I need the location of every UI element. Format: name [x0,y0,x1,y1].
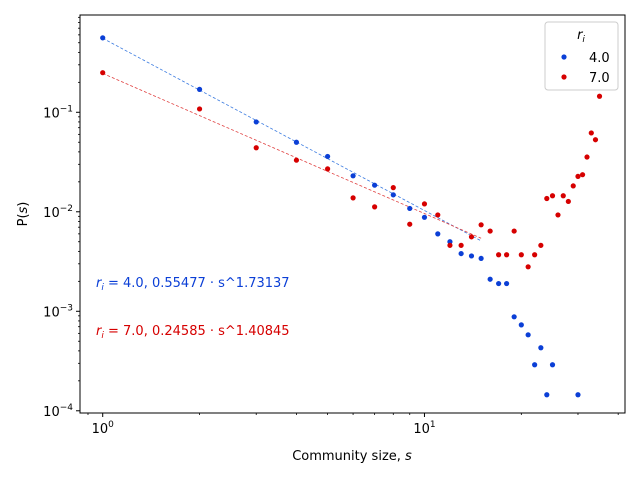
data-point-series-1 [496,280,502,287]
data-point-series-2 [592,137,599,143]
data-point-series-2 [487,228,493,234]
data-point-series-2 [570,183,576,189]
data-point-series-2 [565,198,571,205]
data-point-series-2 [253,145,259,151]
data-point-series-1 [196,86,203,92]
data-point-series-2 [525,264,531,270]
data-point-series-1 [525,332,531,338]
data-point-series-1 [575,392,581,398]
data-point-series-2 [435,212,441,218]
data-point-series-1 [253,119,259,125]
data-point-series-2 [511,228,517,234]
data-point-series-1 [435,231,441,237]
data-point-series-1 [511,314,517,320]
data-point-series-2 [196,106,203,112]
data-point-series-2 [372,204,378,210]
y-tick-label: 10−4 [43,403,73,420]
y-tick-label: 10−3 [43,303,73,320]
legend-label-series-2: 7.0 [589,71,610,86]
data-point-series-2 [421,201,428,207]
legend-marker-series-1 [561,54,567,60]
fit-annotation-series-2: ri = 7.0, 0.24585 · s^1.40845 [96,324,290,341]
legend-label-series-1: 4.0 [589,51,610,66]
data-point-series-2 [588,130,594,136]
legend-box [544,21,619,91]
data-point-series-2 [544,195,550,202]
fit-lines [102,37,482,242]
data-points [100,35,603,398]
x-axis-ticks: 100 101 [87,413,619,437]
plot-area-frame [79,14,626,414]
y-axis-label: P(s) [16,202,31,227]
data-point-series-1 [293,139,300,145]
y-tick-label: 10−1 [43,104,73,121]
data-point-series-1 [350,173,356,179]
data-point-series-1 [549,362,556,368]
data-point-series-2 [496,252,502,258]
data-point-series-1 [538,345,544,351]
data-point-series-1 [478,255,484,262]
data-point-series-2 [293,157,300,163]
data-point-series-2 [390,185,396,191]
legend: ri 4.0 7.0 [544,21,619,91]
data-point-series-1 [518,322,524,328]
data-point-series-2 [468,234,475,240]
y-tick-label: 10−2 [43,204,73,221]
data-point-series-1 [447,239,453,245]
fit-annotation-series-1: ri = 4.0, 0.55477 · s^1.73137 [96,276,290,293]
data-point-series-1 [487,276,493,282]
legend-marker-series-2 [561,74,567,80]
y-axis-ticks: 10−4 10−3 10−2 10−1 [43,16,80,420]
legend-title: ri [577,28,585,45]
data-point-series-1 [390,192,396,198]
data-point-series-2 [458,242,464,248]
data-point-series-1 [458,250,464,257]
x-axis-label: Community size, s [292,449,412,464]
data-point-series-2 [579,172,586,178]
fit-line-series-1 [102,37,482,242]
data-point-series-2 [549,193,556,199]
data-point-series-2 [555,212,561,218]
x-tick-label: 100 [92,420,115,437]
data-point-series-1 [544,392,550,398]
data-point-series-2 [584,154,590,160]
data-point-series-2 [478,222,484,228]
data-point-series-1 [100,35,106,41]
data-point-series-1 [532,362,538,368]
data-point-series-1 [372,182,378,188]
data-point-series-2 [100,70,106,76]
data-point-series-2 [447,242,453,248]
data-point-series-2 [350,195,356,201]
x-tick-label: 101 [413,420,435,437]
data-point-series-1 [468,253,475,259]
data-point-series-2 [560,193,566,199]
data-point-series-2 [518,252,524,258]
data-point-series-1 [325,153,331,160]
data-point-series-2 [504,252,510,258]
data-point-series-2 [596,93,603,99]
data-point-series-2 [575,173,581,179]
fit-line-series-2 [102,73,482,239]
data-point-series-2 [325,166,331,172]
data-point-series-2 [532,252,538,258]
data-point-series-2 [407,221,413,227]
data-point-series-1 [504,280,510,287]
data-point-series-2 [538,242,544,248]
data-point-series-1 [421,214,428,220]
data-point-series-1 [407,205,413,212]
